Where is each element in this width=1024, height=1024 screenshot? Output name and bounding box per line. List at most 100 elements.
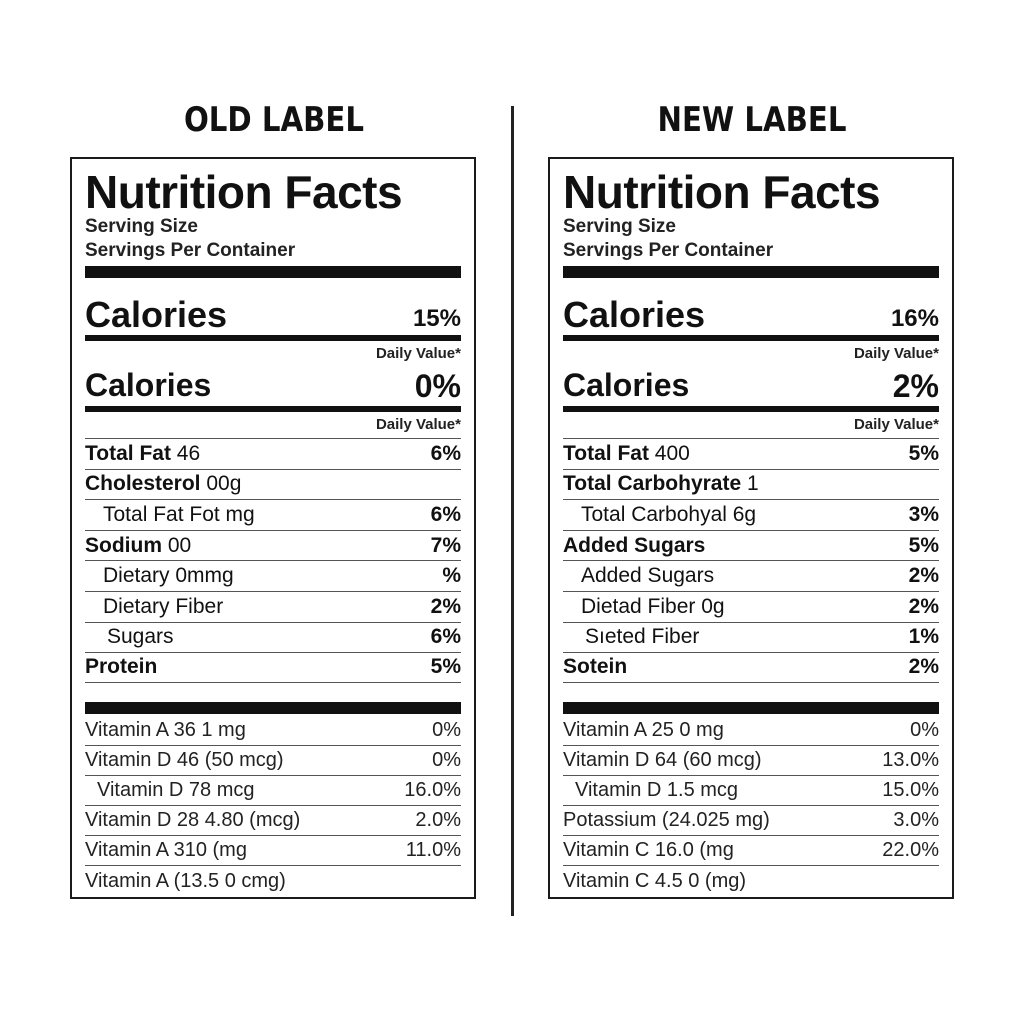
- nutrient-name: Dietary Fiber: [85, 595, 223, 619]
- nutrient-row: Total Carbohyal 6g 3%: [563, 499, 939, 530]
- nutrient-name: Total Fat Fot mg: [85, 503, 255, 527]
- nutrient-row: Total Fat 400 5%: [563, 438, 939, 469]
- nutrient-amount: Total Carbohyal 6g: [581, 502, 757, 526]
- vitamin-row: Vitamin C 4.5 0 (mg): [563, 866, 939, 896]
- nutrient-label: Sodium: [85, 533, 162, 557]
- nutrient-percent: 2%: [908, 655, 939, 679]
- vitamin-name: Vitamin A 36 1 mg: [85, 719, 246, 741]
- nutrient-row: Sugars 6%: [85, 621, 461, 653]
- nutrient-percent: 6%: [430, 441, 461, 465]
- nutrient-percent: 2%: [430, 594, 461, 618]
- nutrient-percent: 1%: [908, 625, 939, 649]
- vitamin-name: Vitamin D 1.5 mcg: [575, 779, 739, 801]
- nutrient-amount: 00: [162, 533, 192, 557]
- nutrient-name: Dietary 0mmg: [85, 564, 234, 588]
- vitamin-percent: 13.0%: [882, 749, 939, 771]
- new-nutrition-label: Nutrition Facts Serving Size Servings Pe…: [548, 157, 954, 899]
- nutrient-name: Sugars: [85, 625, 174, 649]
- vitamin-percent: 16.0%: [404, 779, 461, 801]
- thick-divider: [85, 702, 461, 714]
- vitamin-percent: 15.0%: [882, 779, 939, 801]
- center-divider: [511, 106, 514, 916]
- thick-divider: [85, 266, 461, 278]
- medium-divider: [85, 335, 461, 341]
- nutrient-row: Added Sugars 2%: [563, 560, 939, 591]
- vitamin-row: Vitamin A 310 (mg 11.0%: [85, 836, 461, 866]
- calories-row: Calories 15%: [85, 295, 461, 335]
- medium-divider: [563, 406, 939, 412]
- nutrient-amount: 1: [741, 472, 759, 496]
- nutrient-name: Sıeted Fiber: [563, 625, 699, 649]
- nutrient-label: Total Fat: [563, 441, 649, 465]
- nutrient-percent: 6%: [430, 502, 461, 526]
- vitamin-name: Vitamin D 78 mcg: [97, 779, 255, 801]
- vitamin-list: Vitamin A 25 0 mg 0% Vitamin D 64 (60 mcg)…: [563, 716, 939, 896]
- nutrient-name: Added Sugars: [563, 534, 705, 558]
- nutrient-amount: Total Fat Fot mg: [103, 502, 255, 526]
- vitamin-row: Vitamin D 1.5 mcg 15.0%: [563, 776, 939, 806]
- nutrient-name: Cholesterol 00g: [85, 472, 241, 496]
- calories-percent: 2%: [892, 368, 939, 404]
- nutrient-name: Protein: [85, 655, 157, 679]
- vitamin-name: Vitamin D 46 (50 mcg): [85, 749, 284, 771]
- calories-label: Calories: [563, 367, 690, 403]
- nutrient-percent: 5%: [908, 441, 939, 465]
- calories-percent: 15%: [412, 305, 461, 332]
- nutrient-label: Sotein: [563, 655, 628, 679]
- vitamin-percent: 22.0%: [882, 839, 939, 861]
- old-nutrition-label: Nutrition Facts Serving Size Servings Pe…: [70, 157, 476, 899]
- nutrient-row: Total Fat Fot mg 6%: [85, 499, 461, 530]
- vitamin-percent: 2.0%: [415, 809, 461, 831]
- nutrient-label: Added Sugars: [563, 533, 706, 557]
- vitamin-percent: 0%: [432, 719, 461, 741]
- vitamin-percent: 11.0%: [405, 839, 461, 861]
- vitamin-name: Potassium (24.025 mg): [563, 809, 770, 831]
- nutrient-row: Dietad Fiber 0g 2%: [563, 590, 939, 622]
- nutrient-amount: Sugars: [107, 625, 174, 649]
- nutrient-name: Total Fat 400: [563, 442, 690, 466]
- vitamin-name: Vitamin C 4.5 0 (mg): [563, 869, 747, 892]
- vitamin-row: Vitamin D 28 4.80 (mcg) 2.0%: [85, 806, 461, 836]
- nutrient-percent: 5%: [430, 655, 461, 679]
- nutrient-amount: 46: [170, 441, 201, 465]
- vitamin-name: Vitamin D 28 4.80 (mcg): [85, 809, 301, 831]
- nutrition-facts-title: Nutrition Facts: [563, 166, 881, 218]
- thick-divider: [563, 702, 939, 714]
- nutrient-row: Sıeted Fiber 1%: [563, 621, 939, 653]
- vitamin-name: Vitamin D 64 (60 mcg): [563, 749, 762, 771]
- nutrient-percent: 6%: [430, 625, 461, 649]
- nutrient-name: Total Carbohyal 6g: [563, 503, 756, 527]
- nutrient-list: Total Fat 400 5% Total Carbohyrate 1 Total …: [563, 438, 939, 683]
- vitamin-percent: 3.0%: [893, 809, 939, 831]
- vitamin-row: Vitamin C 16.0 (mg 22.0%: [563, 836, 939, 866]
- nutrient-row: Added Sugars 5%: [563, 529, 939, 561]
- nutrient-label: Total Fat: [85, 441, 171, 465]
- calories-percent: 16%: [890, 305, 939, 332]
- nutrient-row: Cholesterol 00g: [85, 468, 461, 500]
- serving-size: Serving Size: [85, 216, 198, 237]
- calories-row: Calories 16%: [563, 295, 939, 335]
- nutrient-name: Added Sugars: [563, 564, 714, 588]
- new-label-heading: NEW LABEL: [657, 100, 847, 140]
- nutrient-percent: 7%: [430, 533, 461, 557]
- vitamin-row: Vitamin A (13.5 0 cmg): [85, 866, 461, 896]
- nutrient-name: Sodium 00: [85, 534, 191, 558]
- nutrient-amount: Added Sugars: [581, 564, 715, 588]
- medium-divider: [85, 406, 461, 412]
- nutrient-amount: Sıeted Fiber: [585, 625, 700, 649]
- nutrient-name: Total Carbohyrate 1: [563, 472, 759, 496]
- calories-label: Calories: [85, 294, 228, 335]
- nutrient-row: Total Carbohyrate 1: [563, 468, 939, 500]
- daily-value-header: Daily Value*: [375, 416, 461, 433]
- nutrient-list: Total Fat 46 6% Cholesterol 00g Total Fat F…: [85, 438, 461, 683]
- nutrient-percent: %: [442, 564, 461, 588]
- vitamin-row: Vitamin D 64 (60 mcg) 13.0%: [563, 746, 939, 776]
- vitamin-row: Vitamin A 25 0 mg 0%: [563, 716, 939, 746]
- vitamin-name: Vitamin A 310 (mg: [85, 839, 247, 861]
- vitamin-percent: 0%: [910, 719, 939, 741]
- calories-label: Calories: [85, 367, 212, 403]
- nutrient-amount: Dietary Fiber: [103, 594, 224, 618]
- nutrient-amount: Dietad Fiber 0g: [581, 594, 725, 618]
- nutrient-percent: 5%: [908, 533, 939, 557]
- daily-value-header: Daily Value*: [375, 345, 461, 362]
